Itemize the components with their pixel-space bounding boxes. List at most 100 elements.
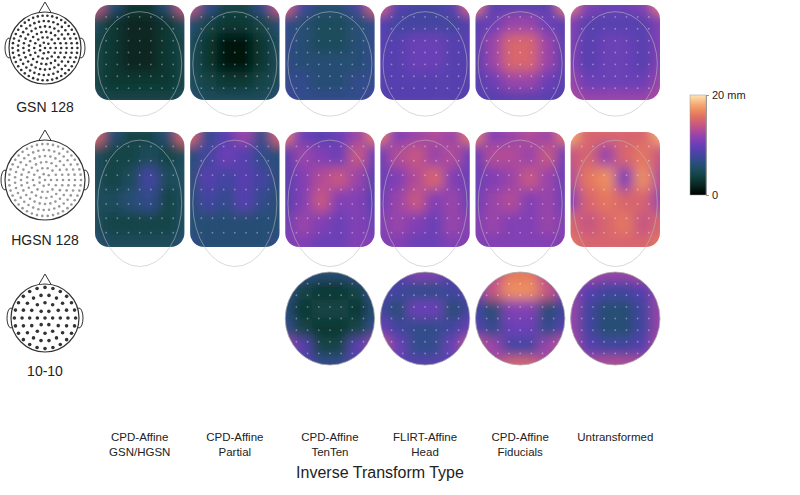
electrode [61, 173, 64, 176]
electrode-dot [402, 318, 404, 320]
electrode [52, 214, 55, 217]
topo-cells [380, 132, 469, 247]
electrode-dot [340, 52, 342, 54]
head-outline [98, 12, 182, 117]
electrode-dot [581, 318, 583, 320]
heat-cell [425, 132, 444, 145]
electrode [18, 54, 21, 57]
electrode-dot [161, 40, 163, 42]
electrode-dot [581, 232, 583, 234]
electrode [79, 173, 82, 176]
heat-cell [380, 5, 389, 15]
electrode-dot [256, 160, 258, 162]
electrode-dot [542, 52, 544, 54]
electrode-dot [519, 329, 521, 331]
heat-cell [443, 91, 462, 100]
electrode-dot [161, 28, 163, 30]
electrode [76, 52, 79, 55]
electrode-dot [530, 87, 532, 89]
electrode-dot [139, 63, 141, 65]
electrode [27, 187, 30, 190]
heat-cell [407, 337, 426, 356]
electrode-dot [458, 174, 460, 176]
head-outline [9, 12, 81, 84]
electrode [14, 308, 18, 312]
electrode [50, 162, 53, 165]
electrode-dot [626, 341, 628, 343]
electrode-dot [329, 28, 331, 30]
electrode [53, 207, 56, 210]
electrode-dot [648, 63, 650, 65]
electrode-dot [139, 232, 141, 234]
electrode-dot [296, 283, 298, 285]
heat-cell [634, 300, 653, 319]
electrode [34, 27, 37, 30]
heat-cell [557, 72, 565, 92]
electrode [46, 190, 49, 193]
heat-cell [380, 190, 389, 213]
electrode-dot [592, 28, 594, 30]
electrode-dot [116, 189, 118, 191]
heat-cell [443, 262, 462, 281]
heat-cell [198, 190, 217, 213]
heat-cell [348, 300, 367, 319]
electrode-dot [497, 217, 499, 219]
electrode-dot [424, 217, 426, 219]
electrode-dot [329, 16, 331, 18]
electrode-dot [172, 87, 174, 89]
electrode [62, 155, 65, 158]
topo-map [190, 5, 279, 100]
electrode-dot [402, 52, 404, 54]
electrode [68, 179, 71, 182]
electrode-dot [340, 174, 342, 176]
electrode-dot [614, 75, 616, 77]
heat-cell [561, 356, 580, 375]
electrode [47, 183, 50, 186]
head-outline [11, 284, 79, 352]
electrode-dot [637, 329, 639, 331]
electrode [59, 343, 63, 347]
heat-cell [579, 53, 598, 73]
electrode-dot [553, 16, 555, 18]
electrode [33, 47, 36, 50]
electrode [41, 14, 44, 17]
topo-cells [561, 262, 671, 376]
electrode-dot [530, 28, 532, 30]
electrode-dot [581, 52, 583, 54]
electrode [39, 68, 42, 71]
heat-cell [561, 262, 580, 281]
electrode-dot [637, 352, 639, 354]
electrode-dot [139, 75, 141, 77]
heat-cell [253, 72, 272, 92]
heat-cell [502, 132, 521, 145]
electrode [33, 200, 36, 203]
electrode [32, 58, 35, 61]
heat-cell [158, 91, 177, 100]
electrode [66, 198, 69, 201]
electrode [22, 63, 25, 66]
electrode-dot [245, 28, 247, 30]
electrode [62, 148, 65, 151]
electrode-dot [318, 75, 320, 77]
electrode-dot [530, 189, 532, 191]
topo-cells [370, 262, 480, 376]
heat-cell [484, 262, 503, 281]
electrode-dot [391, 28, 393, 30]
electrode-dot [256, 63, 258, 65]
electrode-dot [340, 318, 342, 320]
electrode [22, 47, 25, 50]
heat-cell [312, 235, 331, 248]
electrode-dot [497, 283, 499, 285]
electrode-dot [447, 52, 449, 54]
electrode [51, 287, 55, 291]
electrode-dot [519, 217, 521, 219]
electrode [33, 22, 36, 25]
electrode-dot [391, 217, 393, 219]
heat-cell [502, 91, 521, 100]
electrode-dot [447, 203, 449, 205]
heat-cell [285, 91, 294, 100]
heat-cell [597, 300, 616, 319]
electrode-dot [351, 63, 353, 65]
electrode-dot [648, 283, 650, 285]
electrode-dot [105, 217, 107, 219]
